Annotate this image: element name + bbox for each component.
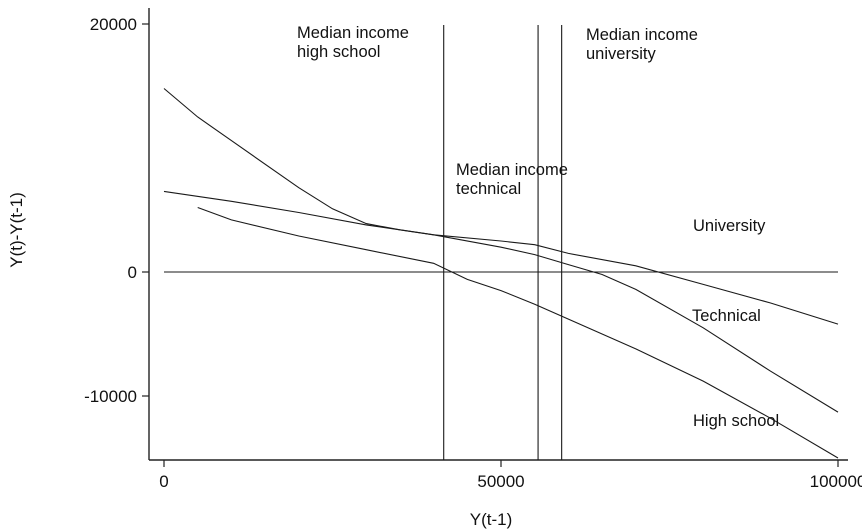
annotation-line: technical: [456, 180, 521, 198]
y-axis-title: Y(t)-Y(t-1): [7, 192, 26, 268]
annotation-line: high school: [297, 43, 380, 61]
x-axis-title: Y(t-1): [470, 510, 513, 529]
x-tick-label: 0: [159, 472, 168, 491]
x-tick-label: 100000: [810, 472, 862, 491]
annotation-line: Median income: [297, 24, 409, 42]
series-line-technical: [163, 88, 839, 413]
annotation-line: Median income: [456, 161, 568, 179]
series-label-high-school: High school: [693, 412, 779, 430]
axes: -10000 0 20000 0 50000 100000: [84, 8, 862, 491]
series-label-university: University: [693, 217, 766, 235]
labels: Y(t-1) Y(t)-Y(t-1) Median income high sc…: [7, 24, 779, 529]
annotation-line: Median income: [586, 26, 698, 44]
x-tick-label: 50000: [477, 472, 524, 491]
series-line-university: [163, 190, 839, 325]
y-tick-label: 0: [128, 263, 137, 282]
reference-lines: [164, 25, 838, 460]
y-tick-label: -10000: [84, 387, 137, 406]
series-label-technical: Technical: [692, 307, 761, 325]
annotation-line: university: [586, 45, 656, 63]
annotation-median-technical: Median income technical: [456, 161, 572, 198]
y-tick-label: 20000: [90, 15, 137, 34]
series-lines: [163, 88, 839, 459]
annotation-median-high-school: Median income high school: [297, 24, 413, 61]
annotation-median-university: Median income university: [586, 26, 702, 63]
series-line-high-school: [197, 206, 839, 459]
